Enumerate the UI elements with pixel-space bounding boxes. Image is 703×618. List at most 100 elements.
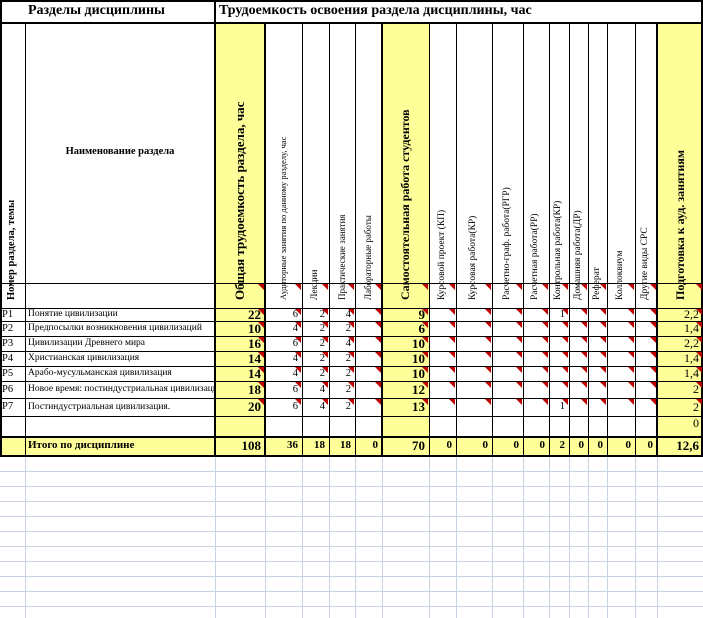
cell-aud[interactable]: 6 bbox=[292, 401, 298, 412]
cell-srs[interactable]: 9 bbox=[418, 308, 426, 321]
total-cell-total[interactable]: 108 bbox=[241, 438, 262, 453]
comment-marker-icon[interactable] bbox=[600, 337, 606, 343]
cell-num[interactable]: Р1 bbox=[2, 309, 14, 320]
cell-total[interactable]: 10 bbox=[248, 321, 261, 336]
comment-marker-icon[interactable] bbox=[562, 309, 568, 315]
comment-marker-icon[interactable] bbox=[485, 382, 491, 388]
comment-marker-icon[interactable] bbox=[581, 309, 587, 315]
comment-marker-icon[interactable] bbox=[562, 337, 568, 343]
comment-marker-icon[interactable] bbox=[650, 284, 656, 290]
cell-total[interactable]: 14 bbox=[248, 366, 261, 381]
comment-marker-icon[interactable] bbox=[562, 367, 568, 373]
cell-prep[interactable]: 2 bbox=[693, 400, 699, 414]
comment-marker-icon[interactable] bbox=[258, 322, 264, 328]
comment-marker-icon[interactable] bbox=[650, 337, 656, 343]
comment-marker-icon[interactable] bbox=[562, 382, 568, 388]
cell-name[interactable]: Арабо-мусульманская цивилизация bbox=[28, 368, 172, 378]
comment-marker-icon[interactable] bbox=[600, 309, 606, 315]
comment-marker-icon[interactable] bbox=[628, 309, 634, 315]
comment-marker-icon[interactable] bbox=[696, 284, 702, 290]
comment-marker-icon[interactable] bbox=[422, 337, 428, 343]
comment-marker-icon[interactable] bbox=[322, 382, 328, 388]
cell-total[interactable]: 16 bbox=[248, 336, 261, 351]
comment-marker-icon[interactable] bbox=[322, 284, 328, 290]
cell-prac[interactable]: 2 bbox=[345, 323, 351, 334]
comment-marker-icon[interactable] bbox=[348, 367, 354, 373]
cell-prep[interactable]: 2,2 bbox=[684, 336, 699, 350]
comment-marker-icon[interactable] bbox=[581, 399, 587, 405]
comment-marker-icon[interactable] bbox=[696, 352, 702, 358]
cell-name[interactable]: Христианская цивилизация bbox=[28, 353, 140, 363]
comment-marker-icon[interactable] bbox=[322, 367, 328, 373]
comment-marker-icon[interactable] bbox=[258, 399, 264, 405]
cell-lec[interactable]: 4 bbox=[319, 384, 325, 395]
comment-marker-icon[interactable] bbox=[516, 337, 522, 343]
comment-marker-icon[interactable] bbox=[348, 382, 354, 388]
comment-marker-icon[interactable] bbox=[562, 352, 568, 358]
comment-marker-icon[interactable] bbox=[696, 309, 702, 315]
cell-srs[interactable]: 10 bbox=[412, 366, 425, 381]
comment-marker-icon[interactable] bbox=[542, 337, 548, 343]
comment-marker-icon[interactable] bbox=[449, 284, 455, 290]
comment-marker-icon[interactable] bbox=[258, 382, 264, 388]
comment-marker-icon[interactable] bbox=[581, 337, 587, 343]
comment-marker-icon[interactable] bbox=[322, 337, 328, 343]
comment-marker-icon[interactable] bbox=[348, 284, 354, 290]
comment-marker-icon[interactable] bbox=[322, 399, 328, 405]
comment-marker-icon[interactable] bbox=[696, 399, 702, 405]
comment-marker-icon[interactable] bbox=[348, 309, 354, 315]
comment-marker-icon[interactable] bbox=[516, 399, 522, 405]
comment-marker-icon[interactable] bbox=[516, 382, 522, 388]
comment-marker-icon[interactable] bbox=[516, 322, 522, 328]
cell-srs[interactable]: 6 bbox=[418, 321, 426, 336]
comment-marker-icon[interactable] bbox=[348, 352, 354, 358]
cell-num[interactable]: Р4 bbox=[2, 353, 14, 364]
comment-marker-icon[interactable] bbox=[295, 337, 301, 343]
comment-marker-icon[interactable] bbox=[375, 284, 381, 290]
cell-srs[interactable]: 12 bbox=[412, 382, 425, 397]
comment-marker-icon[interactable] bbox=[375, 337, 381, 343]
cell-prep[interactable]: 2,2 bbox=[684, 308, 699, 321]
comment-marker-icon[interactable] bbox=[449, 399, 455, 405]
cell-prac[interactable]: 2 bbox=[345, 401, 351, 412]
cell-kontr[interactable]: 1 bbox=[559, 401, 565, 412]
comment-marker-icon[interactable] bbox=[628, 322, 634, 328]
cell-srs[interactable]: 13 bbox=[412, 399, 425, 414]
cell-lec[interactable]: 2 bbox=[319, 368, 325, 379]
comment-marker-icon[interactable] bbox=[295, 352, 301, 358]
comment-marker-icon[interactable] bbox=[600, 382, 606, 388]
comment-marker-icon[interactable] bbox=[258, 337, 264, 343]
comment-marker-icon[interactable] bbox=[650, 367, 656, 373]
comment-marker-icon[interactable] bbox=[449, 352, 455, 358]
comment-marker-icon[interactable] bbox=[322, 309, 328, 315]
cell-prac[interactable]: 2 bbox=[345, 368, 351, 379]
cell-num[interactable]: Р7 bbox=[2, 401, 14, 412]
comment-marker-icon[interactable] bbox=[375, 399, 381, 405]
comment-marker-icon[interactable] bbox=[650, 309, 656, 315]
comment-marker-icon[interactable] bbox=[348, 337, 354, 343]
comment-marker-icon[interactable] bbox=[485, 399, 491, 405]
cell-num[interactable]: Р3 bbox=[2, 338, 14, 349]
comment-marker-icon[interactable] bbox=[696, 367, 702, 373]
comment-marker-icon[interactable] bbox=[295, 309, 301, 315]
comment-marker-icon[interactable] bbox=[581, 284, 587, 290]
comment-marker-icon[interactable] bbox=[485, 322, 491, 328]
cell-prac[interactable]: 2 bbox=[345, 384, 351, 395]
total-row-label[interactable]: Итого по дисциплине bbox=[28, 439, 135, 451]
comment-marker-icon[interactable] bbox=[542, 367, 548, 373]
comment-marker-icon[interactable] bbox=[581, 322, 587, 328]
comment-marker-icon[interactable] bbox=[650, 382, 656, 388]
cell-lec[interactable]: 2 bbox=[319, 338, 325, 349]
comment-marker-icon[interactable] bbox=[295, 399, 301, 405]
total-cell-kollok[interactable]: 0 bbox=[625, 439, 632, 451]
comment-marker-icon[interactable] bbox=[422, 382, 428, 388]
comment-marker-icon[interactable] bbox=[258, 352, 264, 358]
comment-marker-icon[interactable] bbox=[485, 367, 491, 373]
comment-marker-icon[interactable] bbox=[348, 399, 354, 405]
comment-marker-icon[interactable] bbox=[375, 322, 381, 328]
comment-marker-icon[interactable] bbox=[422, 352, 428, 358]
comment-marker-icon[interactable] bbox=[322, 322, 328, 328]
comment-marker-icon[interactable] bbox=[581, 367, 587, 373]
comment-marker-icon[interactable] bbox=[650, 322, 656, 328]
